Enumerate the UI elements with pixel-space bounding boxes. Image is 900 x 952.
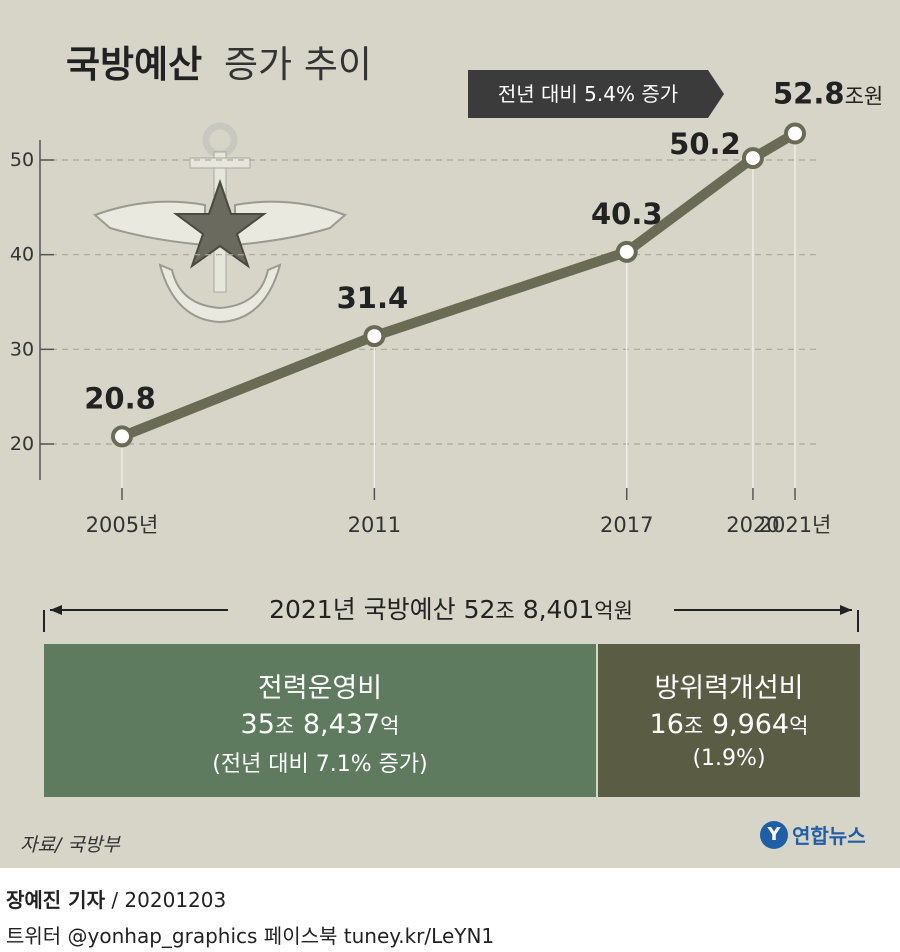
infographic-panel: 국방예산 증가 추이 20 30 40 50 2005년 2011 2017 2020 202…	[0, 0, 900, 868]
total-unit-jo: 조	[495, 599, 515, 623]
title-bold: 국방예산	[66, 43, 203, 86]
operation-amount-jo: 35	[240, 709, 275, 740]
data-point	[784, 122, 806, 145]
improvement-unit-jo: 조	[683, 714, 704, 738]
improvement-amount-jo: 16	[649, 709, 684, 740]
data-label-unit: 조원	[845, 84, 884, 108]
ministry-emblem-icon	[93, 122, 347, 324]
data-point	[741, 147, 764, 170]
operation-cost-note: (전년 대비 7.1% 증가)	[212, 752, 428, 777]
total-unit-eok: 억원	[594, 599, 633, 623]
social-links: 트위터 @yonhap_graphics 페이스북 tuney.kr/LeYN1	[6, 924, 495, 948]
title-light: 증가 추이	[224, 43, 372, 86]
defense-improvement-name: 방위력개선비	[654, 673, 804, 704]
operation-unit-eok: 억	[380, 714, 400, 738]
reporter-name: 장예진 기자	[6, 888, 105, 912]
data-label: 20.8	[84, 381, 156, 415]
yonhap-logo: Y 연합뉴스	[760, 820, 866, 849]
byline: 장예진 기자 / 20201203	[6, 884, 226, 913]
defense-improvement-note: (1.9%)	[692, 746, 766, 771]
y-axis: 20 30 40 50	[10, 140, 820, 480]
defense-improvement-amount: 16조 9,964억	[598, 709, 860, 740]
total-text-2: 8,401	[514, 595, 595, 624]
improvement-amount-eok: 9,964	[703, 709, 790, 740]
operation-unit-jo: 조	[274, 714, 295, 738]
data-point	[111, 425, 133, 448]
y-tick-label: 30	[10, 338, 34, 360]
operation-cost-box: 전력운영비 35조 8,437억 (전년 대비 7.1% 증가)	[44, 644, 596, 797]
yonhap-logo-icon: Y	[760, 820, 788, 849]
data-label: 31.4	[337, 281, 409, 315]
operation-amount-eok: 8,437	[294, 709, 381, 740]
y-tick-label: 20	[10, 433, 34, 455]
publish-date: / 20201203	[104, 888, 227, 912]
data-point	[615, 240, 638, 263]
total-budget-label: 2021년 국방예산 52조 8,401억원	[228, 590, 674, 630]
data-point	[363, 325, 386, 348]
total-text: 2021년 국방예산 52	[269, 595, 496, 624]
yonhap-logo-text: 연합뉴스	[792, 824, 866, 848]
x-tick-label: 2005년	[86, 513, 159, 537]
y-tick-label: 40	[10, 244, 34, 266]
source-text: 자료/ 국방부	[20, 834, 120, 856]
improvement-unit-eok: 억	[789, 714, 809, 738]
total-bracket	[43, 605, 859, 632]
x-tick-label: 2011	[348, 513, 401, 537]
change-callout: 전년 대비 5.4% 증가	[468, 70, 708, 118]
defense-improvement-box: 방위력개선비 16조 9,964억 (1.9%)	[598, 644, 860, 797]
y-tick-label: 50	[10, 149, 34, 171]
plot-area: 20.831.440.350.252.8조원	[84, 76, 884, 448]
operation-cost-name: 전력운영비	[257, 673, 383, 704]
x-tick-label: 2017	[600, 513, 653, 537]
x-tick-label: 2021년	[759, 513, 832, 537]
callout-arrow	[708, 70, 724, 118]
x-tick-label: 2020	[726, 513, 779, 537]
operation-cost-amount: 35조 8,437억	[44, 709, 596, 740]
data-label: 40.3	[591, 197, 663, 231]
data-label: 50.2	[669, 127, 741, 161]
